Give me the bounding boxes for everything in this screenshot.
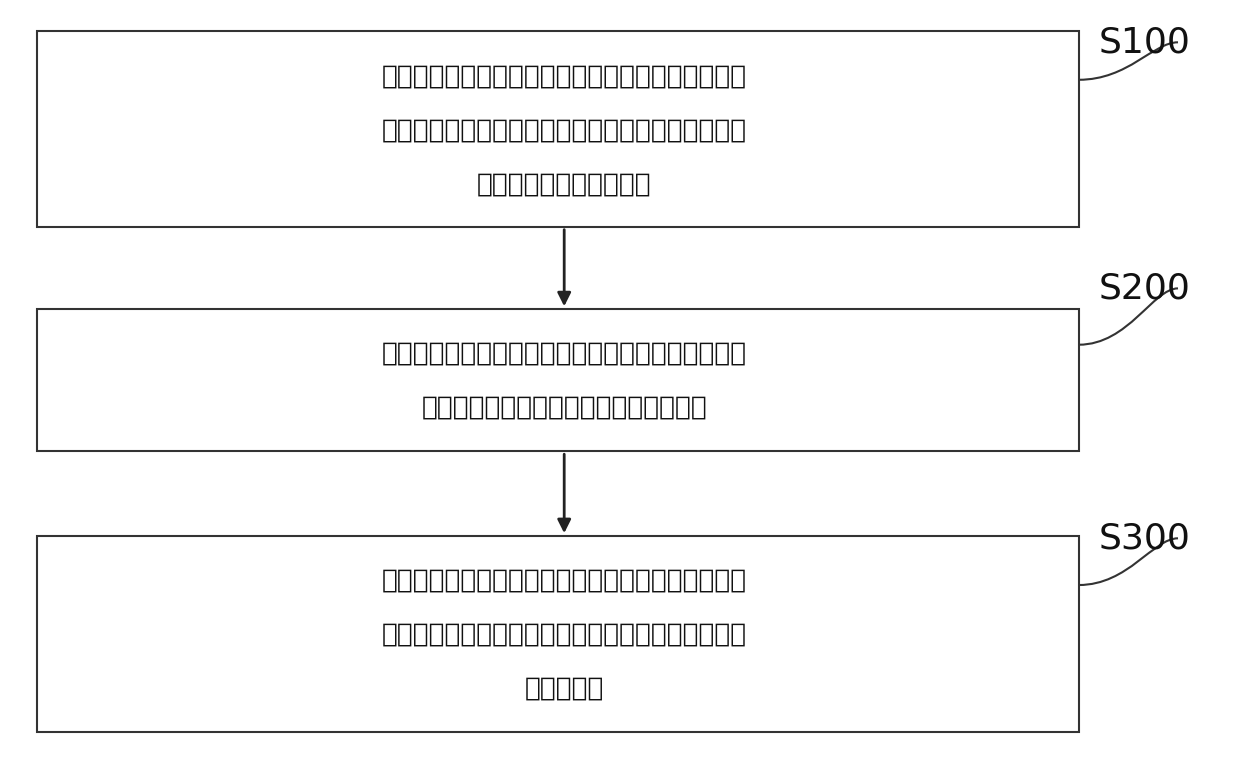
Text: 材和铟靶材: 材和铟靶材: [525, 675, 604, 701]
Text: 板溅射铜镓靶材和铟靶材: 板溅射铜镓靶材和铟靶材: [477, 171, 651, 198]
Bar: [37, 309, 1079, 451]
Text: S300: S300: [1099, 521, 1190, 555]
Text: 在第三时间段内通过磁控溅射工艺向基板溅射铜镓靶: 在第三时间段内通过磁控溅射工艺向基板溅射铜镓靶: [382, 621, 746, 647]
Text: S100: S100: [1099, 25, 1190, 59]
Bar: [37, 31, 1079, 227]
Text: 将第一功率提升至第二功率，在预设温度条件下以及: 将第一功率提升至第二功率，在预设温度条件下以及: [382, 568, 746, 594]
Text: 提高基板的温度至预设温度，在第二时间段内通过磁: 提高基板的温度至预设温度，在第二时间段内通过磁: [382, 341, 746, 367]
Text: 率下和第一时间段内通过磁控溅射工艺向室温下的基: 率下和第一时间段内通过磁控溅射工艺向室温下的基: [382, 118, 746, 144]
Bar: [37, 536, 1079, 732]
Text: 向腔室中同时通入硫化氢气体和惰性气体，在第一功: 向腔室中同时通入硫化氢气体和惰性气体，在第一功: [382, 64, 746, 90]
Text: 控溅射工艺向基板溅射铜镓靶材和铟靶材: 控溅射工艺向基板溅射铜镓靶材和铟靶材: [422, 394, 707, 421]
Text: S200: S200: [1099, 271, 1190, 305]
